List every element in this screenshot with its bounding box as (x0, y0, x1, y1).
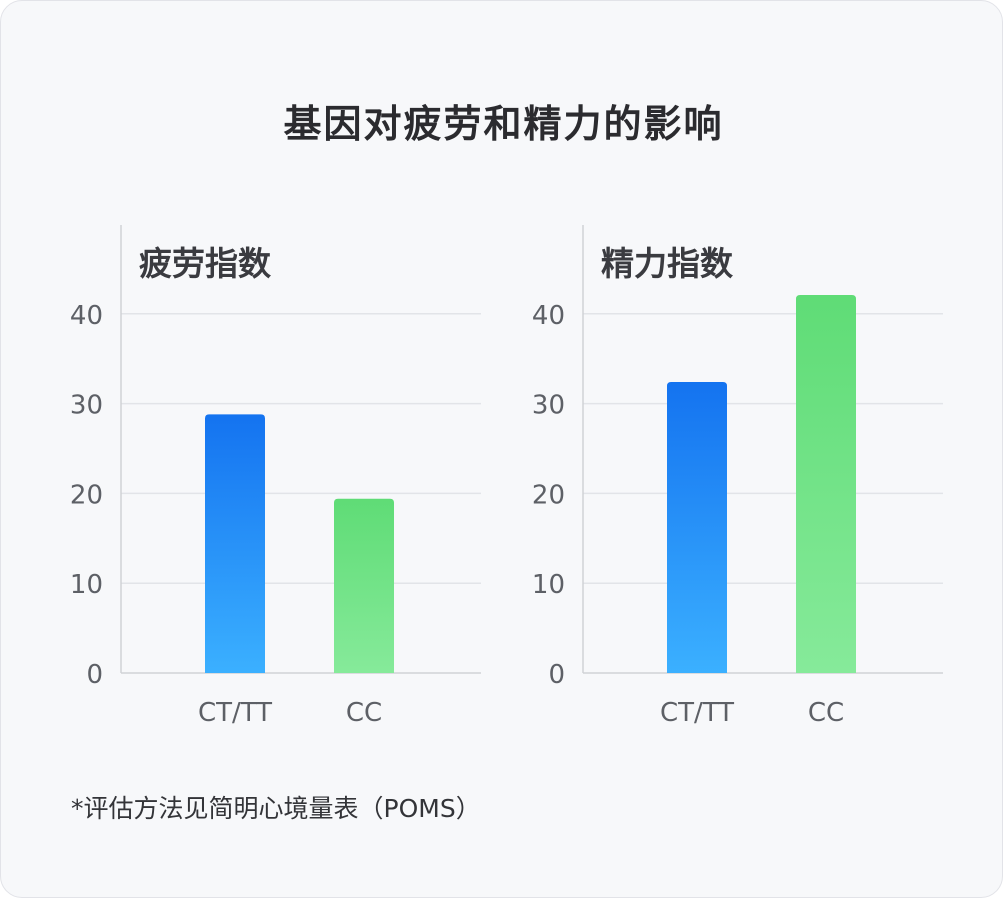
y-tick-label: 30 (70, 391, 103, 421)
y-tick-label: 10 (70, 570, 103, 600)
y-tick-label: 0 (86, 660, 103, 690)
chart-panel-2: 0 10 20 30 40 精力指数 CT/TT CC (532, 225, 943, 728)
x-category-label: CT/TT (660, 698, 734, 728)
chart-title: 精力指数 (601, 244, 734, 283)
x-category-label: CT/TT (198, 698, 272, 728)
bar-cc (334, 498, 394, 673)
footnote: *评估方法见简明心境量表（POMS） (71, 794, 481, 823)
y-tick-label: 40 (70, 301, 103, 331)
y-tick-label: 40 (532, 301, 565, 331)
y-tick-label: 20 (70, 480, 103, 510)
y-tick-label: 0 (548, 660, 565, 690)
x-category-label: CC (808, 698, 844, 728)
y-tick-label: 20 (532, 480, 565, 510)
page-title: 基因对疲劳和精力的影响 (283, 102, 724, 146)
chart-title: 疲劳指数 (139, 244, 272, 283)
bar-cttt (667, 382, 727, 673)
bar-cttt (205, 414, 265, 673)
x-category-label: CC (346, 698, 382, 728)
bar-cc (796, 294, 856, 673)
y-tick-label: 10 (532, 570, 565, 600)
chart-panel-1: 0 10 20 30 40 疲劳指数 CT/TT CC (70, 225, 481, 728)
y-tick-label: 30 (532, 391, 565, 421)
